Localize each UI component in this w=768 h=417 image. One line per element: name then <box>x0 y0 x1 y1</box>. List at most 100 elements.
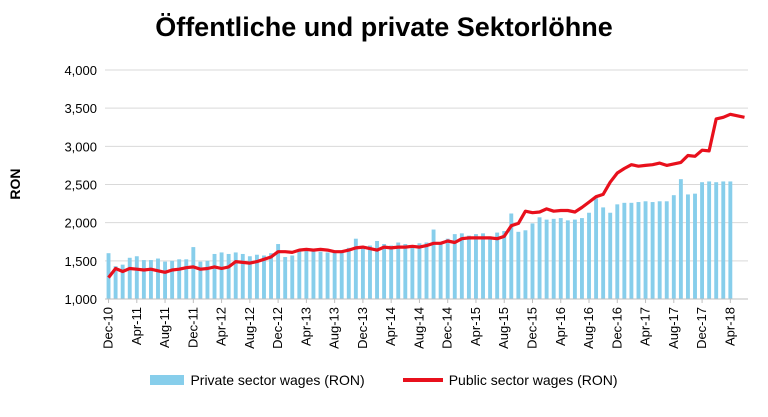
bar <box>481 233 485 299</box>
bar <box>671 195 676 299</box>
bar <box>572 219 577 299</box>
bar <box>332 251 337 299</box>
bar <box>205 260 210 299</box>
x-tick-label: Apr-17 <box>638 307 653 346</box>
bar <box>537 217 542 299</box>
x-tick-label: Aug-16 <box>581 307 596 349</box>
y-tick-label: 4,000 <box>64 63 97 78</box>
legend-label-private: Private sector wages (RON) <box>190 372 365 388</box>
bar <box>325 252 330 299</box>
x-tick-label: Aug-12 <box>242 307 257 349</box>
bar <box>254 254 259 299</box>
bar <box>502 231 507 299</box>
x-tick-label: Dec-14 <box>440 307 455 349</box>
bar <box>728 181 733 299</box>
x-tick-label: Apr-15 <box>468 307 483 346</box>
bar <box>580 218 584 299</box>
bar <box>466 235 471 299</box>
bar <box>120 264 125 299</box>
bar <box>219 252 224 299</box>
bar <box>410 245 415 299</box>
bar <box>240 253 245 299</box>
bar <box>544 219 549 299</box>
bar <box>452 234 457 299</box>
bar <box>530 223 535 299</box>
bar <box>707 181 712 299</box>
bar <box>290 255 295 299</box>
bar <box>311 250 316 299</box>
bar <box>551 218 556 299</box>
chart-title: Öffentliche und private Sektorlöhne <box>155 12 613 42</box>
bar <box>262 255 266 299</box>
x-tick-label: Aug-14 <box>411 307 426 349</box>
bar <box>212 253 217 299</box>
legend-swatch-private <box>150 375 185 385</box>
bar <box>558 218 563 299</box>
bar <box>170 260 175 299</box>
x-tick-label: Apr-11 <box>129 307 144 345</box>
y-tick-label: 3,000 <box>64 139 97 154</box>
bar <box>474 234 478 299</box>
line-series-public <box>107 112 745 279</box>
bar <box>304 249 309 299</box>
bar <box>438 242 443 299</box>
x-tick-label: Dec-10 <box>101 307 116 349</box>
legend-label-public: Public sector wages (RON) <box>448 372 618 388</box>
bar <box>495 232 500 299</box>
x-tick-label: Apr-14 <box>383 307 398 346</box>
bar <box>431 229 436 299</box>
bar <box>693 193 697 299</box>
bar <box>156 258 160 299</box>
y-tick-label: 1,500 <box>64 254 97 269</box>
bar <box>297 250 302 299</box>
x-tick-label: Apr-13 <box>298 307 313 346</box>
bar <box>353 238 358 299</box>
bar <box>459 233 464 299</box>
bar <box>191 247 196 299</box>
y-tick-label: 2,000 <box>64 216 97 231</box>
bar <box>346 247 351 299</box>
legend-item-private: Private sector wages (RON) <box>150 372 365 388</box>
x-tick-label: Aug-15 <box>496 307 511 349</box>
bar <box>339 250 344 299</box>
bar <box>608 212 613 299</box>
bar <box>382 244 387 299</box>
bar <box>396 242 401 299</box>
bar <box>601 207 606 299</box>
x-tick-label: Apr-16 <box>553 307 568 346</box>
bar <box>269 253 273 299</box>
bar <box>636 202 641 299</box>
y-tick-labels: 1,000 1,500 2,000 2,500 3,000 3,500 4,000 <box>64 63 97 307</box>
bar <box>141 260 146 299</box>
bar <box>700 182 705 299</box>
y-tick-label: 3,500 <box>64 101 97 116</box>
y-axis-label: RON <box>7 168 23 199</box>
bar <box>615 204 620 299</box>
bar <box>198 261 203 299</box>
bar <box>664 201 669 299</box>
bar <box>629 202 634 299</box>
bar <box>368 245 372 299</box>
x-tick-label: Aug-13 <box>327 307 342 349</box>
x-tick-label: Dec-11 <box>185 307 200 348</box>
bar <box>721 181 726 299</box>
bar <box>283 257 288 299</box>
bar <box>424 242 429 299</box>
bar <box>516 231 521 299</box>
x-tick-label: Dec-13 <box>355 307 370 349</box>
bar <box>375 240 379 299</box>
x-tick-label: Aug-17 <box>666 307 681 349</box>
bar <box>318 251 323 299</box>
bar <box>184 259 189 299</box>
legend-swatch-public <box>402 378 443 382</box>
x-tick-label: Dec-16 <box>609 307 624 349</box>
bar <box>177 259 182 299</box>
legend: Private sector wages (RON) Public sector… <box>0 372 768 388</box>
public-wages-line <box>107 112 745 279</box>
x-tick-label: Aug-11 <box>157 307 172 348</box>
bar <box>226 253 231 299</box>
bar-series-private <box>106 179 733 299</box>
bar <box>650 202 655 299</box>
bar <box>565 220 570 299</box>
